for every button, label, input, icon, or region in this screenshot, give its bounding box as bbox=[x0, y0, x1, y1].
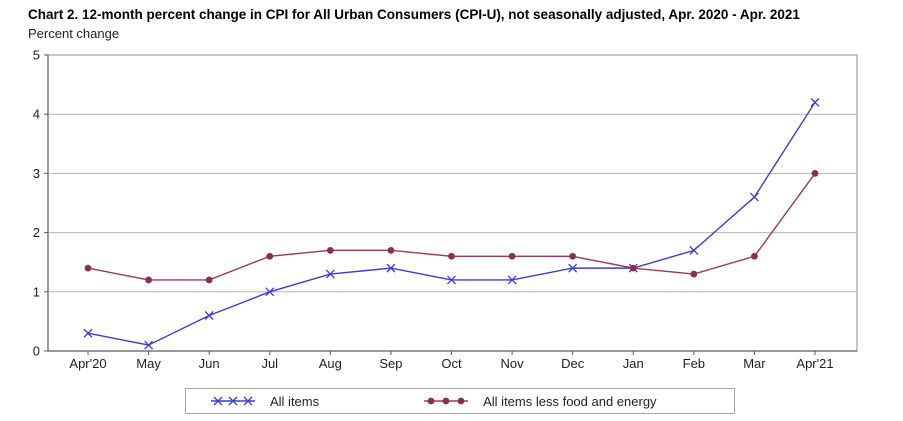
series-line bbox=[87, 101, 816, 346]
marker-x-icon bbox=[447, 275, 456, 285]
legend-label-all-items: All items bbox=[270, 393, 320, 409]
series-all-items-less-food-energy bbox=[84, 170, 819, 284]
marker-circle-icon bbox=[569, 252, 577, 260]
y-axis-caption: Percent change bbox=[28, 26, 120, 41]
x-tick-label: Dec bbox=[561, 356, 585, 371]
x-tick-label: Feb bbox=[683, 356, 705, 371]
x-tick-label: Oct bbox=[441, 356, 462, 371]
marker-x-icon bbox=[204, 311, 214, 320]
legend-item-core: All items less food and energy bbox=[423, 393, 657, 409]
y-tick-label: 4 bbox=[33, 107, 40, 122]
core-line-icon bbox=[424, 397, 469, 405]
marker-x-icon bbox=[386, 263, 396, 273]
x-tick-label: Apr'20 bbox=[69, 356, 106, 371]
marker-circle-icon bbox=[387, 246, 395, 254]
marker-circle-icon bbox=[508, 252, 516, 260]
marker-circle-icon bbox=[145, 276, 152, 284]
marker-x-icon bbox=[228, 396, 238, 406]
legend-label-core: All items less food and energy bbox=[483, 393, 657, 409]
y-tick-label: 3 bbox=[33, 166, 40, 181]
marker-x-icon bbox=[213, 396, 223, 406]
marker-x-icon bbox=[507, 275, 517, 285]
x-tick-label: Jul bbox=[261, 356, 278, 371]
marker-x-icon bbox=[144, 340, 154, 350]
y-tick-label: 1 bbox=[33, 284, 40, 299]
marker-circle-icon bbox=[457, 397, 465, 405]
marker-circle-icon bbox=[205, 276, 213, 284]
marker-x-icon bbox=[325, 269, 335, 279]
marker-circle-icon bbox=[266, 252, 274, 260]
marker-circle-icon bbox=[629, 264, 637, 272]
y-tick-label: 2 bbox=[33, 225, 40, 240]
all-items-line-icon bbox=[211, 396, 255, 406]
x-tick-label: Nov bbox=[501, 356, 525, 371]
x-tick-label: Apr'21 bbox=[796, 356, 833, 371]
chart-title: Chart 2. 12-month percent change in CPI … bbox=[28, 7, 800, 22]
marker-circle-icon bbox=[427, 397, 435, 405]
x-tick-label: Sep bbox=[379, 356, 402, 371]
marker-circle-icon bbox=[751, 252, 758, 260]
x-tick-label: Aug bbox=[319, 356, 342, 371]
x-tick-label: Jan bbox=[623, 356, 644, 371]
marker-circle-icon bbox=[690, 270, 698, 278]
legend-item-all-items: All items bbox=[210, 394, 319, 409]
plot-border bbox=[47, 54, 858, 352]
marker-circle-icon bbox=[84, 264, 92, 272]
marker-x-icon bbox=[265, 287, 275, 297]
marker-circle-icon bbox=[811, 170, 819, 177]
legend: All items All items less food and energy bbox=[185, 388, 735, 414]
x-tick-label: Mar bbox=[743, 356, 766, 371]
x-tick-label: Jun bbox=[199, 356, 220, 371]
marker-x-icon bbox=[83, 328, 93, 338]
marker-circle-icon bbox=[448, 252, 455, 260]
marker-x-icon bbox=[810, 97, 820, 107]
marker-circle-icon bbox=[326, 246, 334, 254]
series-line bbox=[87, 172, 816, 281]
marker-circle-icon bbox=[442, 397, 450, 405]
x-tick-label: May bbox=[136, 356, 161, 371]
marker-x-icon bbox=[243, 396, 253, 406]
series-all-items bbox=[83, 97, 820, 350]
marker-x-icon bbox=[568, 263, 578, 273]
y-tick-label: 5 bbox=[33, 48, 40, 63]
y-tick-label: 0 bbox=[33, 344, 40, 359]
marker-x-icon bbox=[689, 245, 699, 255]
marker-x-icon bbox=[749, 192, 759, 202]
